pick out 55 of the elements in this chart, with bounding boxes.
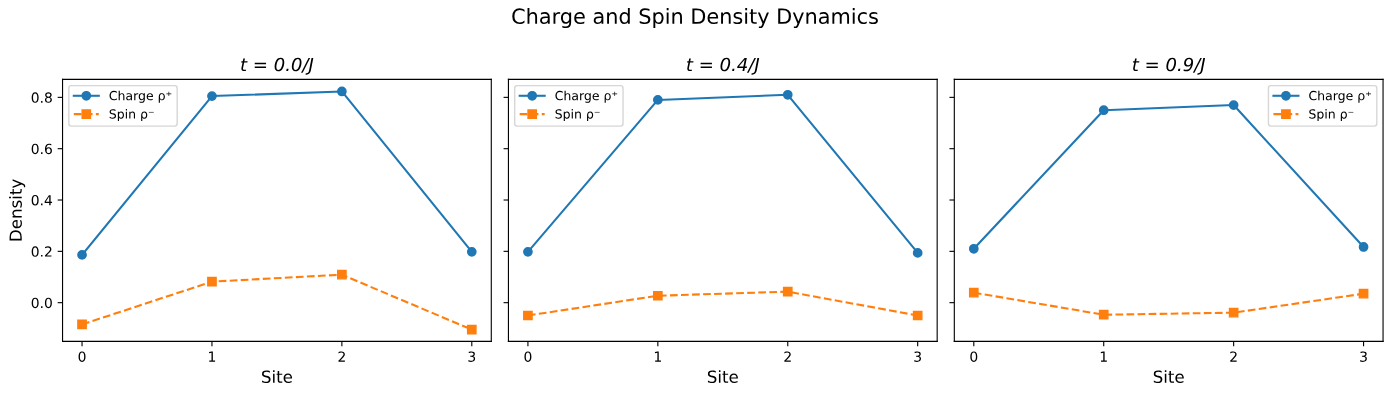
x-tick-label: 3 [1360, 351, 1367, 362]
point [523, 310, 533, 321]
legend-label: Spin ρ⁻ [109, 109, 154, 122]
y-tick-label: 0.8 [31, 92, 52, 103]
legend-label: Charge ρ⁺ [109, 90, 172, 103]
point [912, 248, 923, 258]
point [1228, 307, 1239, 318]
point [337, 86, 347, 97]
x-axis-title: Site [262, 370, 293, 384]
point [1098, 105, 1109, 116]
x-tick-label: 2 [1230, 351, 1237, 362]
chart-title: t = 0.0/J [241, 57, 314, 75]
point [466, 246, 477, 257]
x-tick-label: 0 [970, 351, 978, 362]
x-axis-title: Site [707, 370, 738, 384]
legend-label: Spin ρ⁻ [1309, 109, 1354, 122]
chart-title: t = 0.4/J [687, 57, 760, 75]
x-tick-label: 2 [338, 351, 345, 362]
y-tick-label: 0.0 [31, 297, 52, 309]
point [77, 319, 87, 330]
y-tick-label: 0.6 [31, 143, 52, 155]
x-tick-label: 1 [1100, 351, 1107, 362]
point [782, 89, 793, 100]
point [1098, 309, 1109, 320]
x-tick-label: 3 [468, 351, 476, 362]
point [968, 243, 979, 254]
x-tick-label: 0 [524, 351, 532, 362]
point [652, 95, 663, 105]
point [652, 290, 663, 301]
point [968, 287, 979, 298]
point [1228, 100, 1239, 110]
point [77, 250, 87, 260]
y-axis-title: Density [9, 179, 26, 241]
y-tick-label: 0.4 [31, 194, 53, 206]
point [1358, 242, 1369, 252]
x-tick-label: 3 [914, 351, 921, 362]
x-tick-label: 1 [209, 351, 216, 362]
x-axis-title: Site [1153, 370, 1184, 384]
legend-label: Charge ρ⁺ [555, 90, 618, 103]
legend-label: Spin ρ⁻ [555, 109, 600, 122]
point [207, 276, 217, 287]
x-tick-label: 0 [78, 351, 86, 362]
point [466, 324, 477, 335]
point [782, 286, 793, 297]
legend-label: Charge ρ⁺ [1309, 90, 1371, 103]
point [1358, 288, 1369, 299]
point [337, 269, 347, 280]
text: Charge and Spin Density Dynamics [512, 7, 878, 29]
x-tick-label: 2 [784, 351, 791, 362]
x-tick-label: 1 [654, 351, 661, 362]
point [912, 310, 923, 321]
y-tick-label: 0.2 [31, 246, 52, 257]
point [207, 91, 217, 101]
point [523, 246, 533, 257]
chart-title: t = 0.9/J [1132, 57, 1206, 75]
